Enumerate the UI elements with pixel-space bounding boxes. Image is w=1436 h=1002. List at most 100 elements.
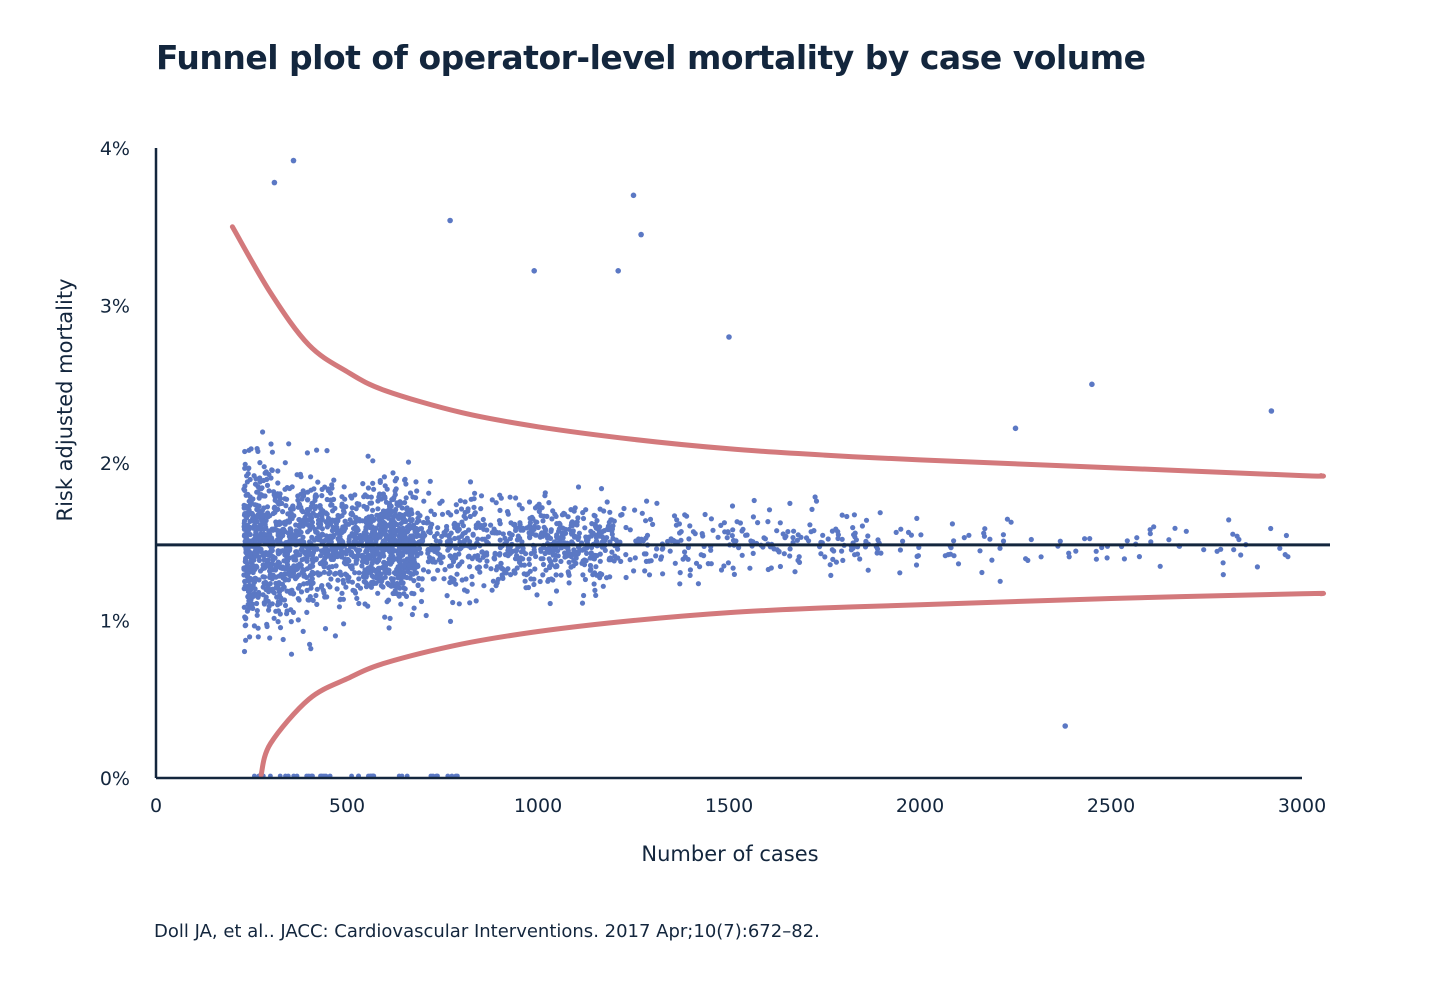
data-point [678,529,684,535]
data-point [307,539,313,545]
data-point [342,518,348,525]
data-point [329,564,335,570]
data-point [357,585,364,591]
data-point [710,527,716,533]
data-point [532,566,538,572]
data-point [241,518,248,524]
data-point [781,551,787,557]
data-point [277,496,283,502]
data-point [263,539,269,545]
data-point [509,532,515,538]
data-point [408,533,414,539]
data-point [383,499,389,505]
data-point [403,481,409,487]
data-point [403,495,409,501]
data-point [279,500,285,506]
data-point [446,563,453,569]
data-point [458,506,465,512]
data-point [1093,556,1099,562]
data-point [531,526,537,532]
data-point [392,488,398,494]
data-point [1038,554,1044,560]
data-point [377,478,383,484]
data-point [396,515,402,522]
data-point [246,465,252,471]
data-point [822,554,828,560]
data-point [644,498,650,504]
data-point [680,556,686,562]
data-point [298,562,304,568]
data-point [415,582,421,589]
data-point [269,586,276,592]
data-point [650,521,656,528]
data-point [249,511,255,517]
data-point [375,590,381,596]
data-point [247,531,253,538]
data-point [353,558,359,564]
data-point [609,549,615,555]
data-point [372,574,378,580]
data-point [307,506,313,512]
data-point [915,553,922,559]
data-point [576,530,583,536]
data-point [898,526,904,532]
data-point [349,565,355,572]
data-point [345,556,351,563]
x-tick-label: 0 [150,795,162,817]
data-point [251,523,257,529]
data-point [342,560,348,566]
data-point [369,546,375,552]
data-point [247,476,253,483]
data-point [264,476,270,482]
data-point [643,518,649,524]
data-point [852,534,858,540]
data-point [593,564,599,570]
data-point [478,506,484,512]
data-point [414,562,421,568]
data-point [514,554,520,561]
data-point [623,552,629,558]
data-point [672,538,678,545]
axes [154,148,1330,780]
data-point [300,509,306,515]
data-point [587,562,594,569]
data-point [272,567,279,573]
data-point [632,507,638,513]
outlier-point [615,268,621,274]
data-point [546,500,552,506]
data-point [288,651,295,657]
data-point [242,483,248,489]
data-point [401,562,407,568]
data-point [395,564,401,570]
y-tick-label: 3% [100,296,130,318]
data-point [580,509,586,516]
data-point [356,576,362,582]
data-point [368,494,374,500]
data-point [260,574,266,580]
outlier-point [531,268,537,274]
data-point [389,508,395,515]
data-point [643,558,650,565]
data-point [687,567,694,573]
data-point [386,625,392,631]
data-point [575,515,581,521]
data-point [414,488,420,494]
data-point [247,518,253,525]
data-point [286,441,292,447]
data-point [265,598,271,605]
data-point [255,634,261,640]
data-point [600,583,606,589]
data-point [776,548,782,555]
data-point [406,512,412,518]
data-point [254,608,260,614]
data-point [305,489,311,495]
data-point [545,533,551,539]
data-point [257,475,263,481]
data-point [792,569,798,575]
data-point [430,556,436,562]
data-point [729,503,736,509]
data-point [597,558,603,564]
data-point [311,486,317,492]
data-point [246,498,252,504]
data-point [314,586,320,592]
